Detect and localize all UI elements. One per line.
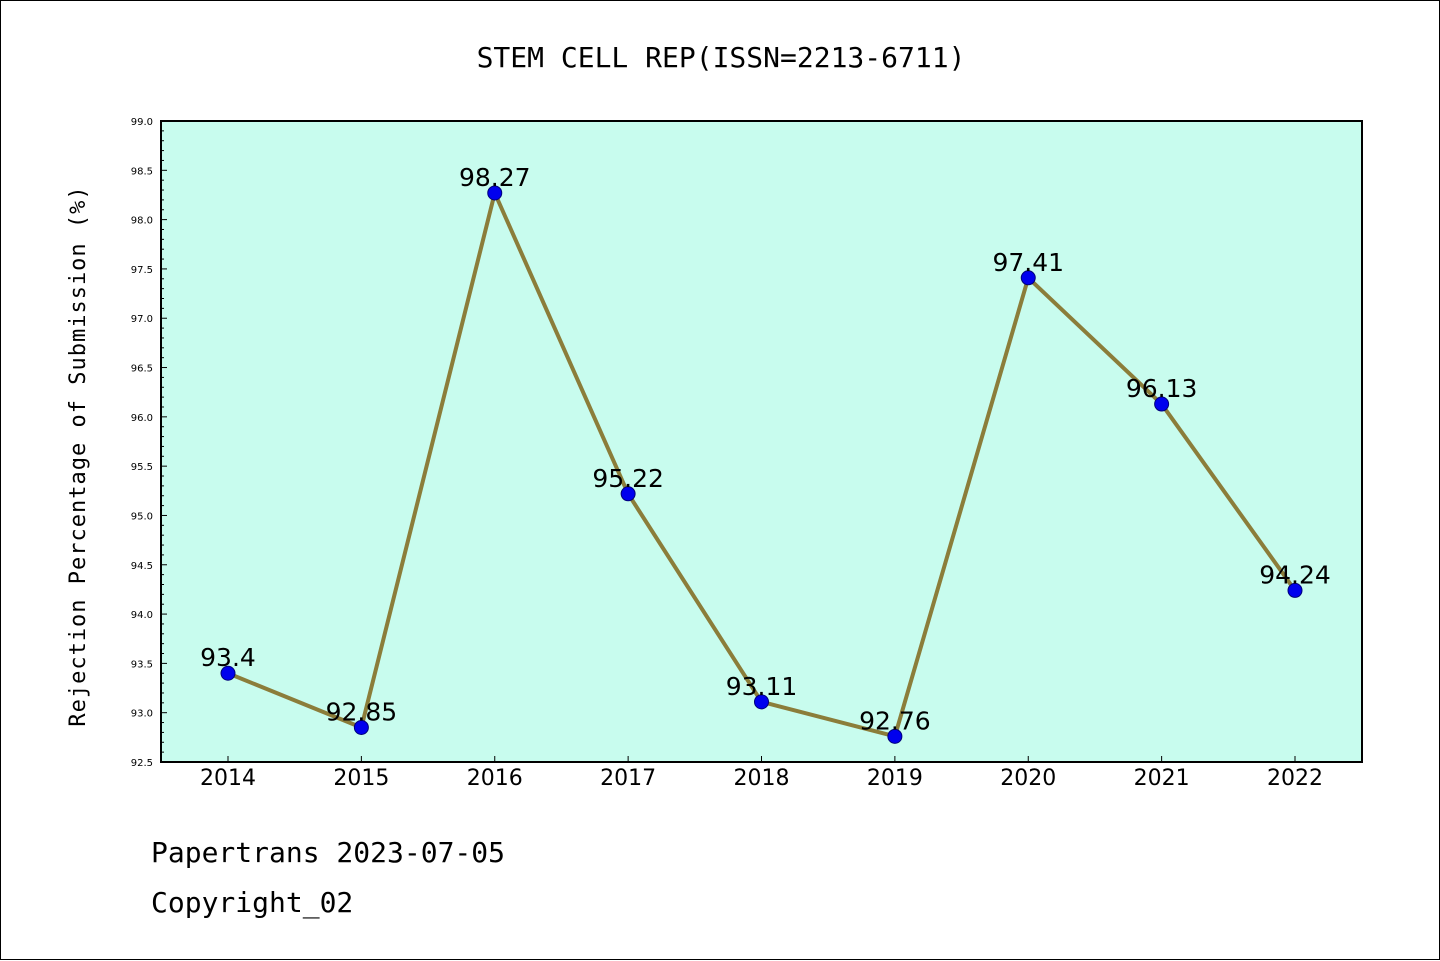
data-point bbox=[1154, 396, 1170, 412]
footer-copyright-text: Copyright_02 bbox=[151, 886, 354, 919]
x-tick-label: 2014 bbox=[200, 766, 256, 791]
y-tick-label: 97.0 bbox=[131, 314, 153, 325]
data-point bbox=[1020, 270, 1036, 286]
x-tick-label: 2020 bbox=[1000, 766, 1056, 791]
data-markers bbox=[220, 185, 1303, 744]
data-point bbox=[887, 728, 903, 744]
footer-date-text: Papertrans 2023-07-05 bbox=[151, 836, 506, 869]
y-tick-label: 98.5 bbox=[131, 166, 153, 177]
data-label: 93.4 bbox=[200, 643, 256, 672]
data-label: 92.76 bbox=[859, 706, 931, 735]
y-tick-label: 98.0 bbox=[131, 216, 153, 227]
data-point bbox=[620, 486, 636, 502]
y-tick-label: 92.5 bbox=[131, 758, 153, 769]
data-label: 98.27 bbox=[459, 163, 531, 192]
y-tick-label: 96.0 bbox=[131, 413, 153, 424]
x-tick-label: 2015 bbox=[333, 766, 389, 791]
plot-area bbox=[160, 120, 1363, 763]
y-tick-label: 94.5 bbox=[131, 561, 153, 572]
chart-title: STEM CELL REP(ISSN=2213-6711) bbox=[477, 41, 966, 74]
y-tick-label: 99.0 bbox=[131, 117, 153, 128]
x-tick-label: 2021 bbox=[1134, 766, 1190, 791]
y-axis-ticks: 92.5 93.0 93.5 94.0 94.5 95.0 95.5 96.0 96.5 97.0… bbox=[131, 117, 167, 769]
x-tick-label: 2018 bbox=[734, 766, 790, 791]
data-point bbox=[353, 719, 369, 735]
y-tick-label: 96.5 bbox=[131, 364, 153, 375]
data-label: 94.24 bbox=[1259, 560, 1331, 589]
x-tick-label: 2022 bbox=[1267, 766, 1323, 791]
data-point bbox=[754, 694, 769, 710]
data-labels: 93.4 92.85 98.27 95.22 93.11 92.76 97.41 96.13 9… bbox=[200, 163, 1331, 735]
y-axis-label: Rejection Percentage of Submission (%) bbox=[66, 185, 91, 726]
x-axis-ticks: 2014 2015 2016 2017 2018 2019 2020 2021 2022 bbox=[200, 756, 1323, 791]
y-tick-label: 95.5 bbox=[131, 462, 153, 473]
y-tick-label: 93.0 bbox=[131, 709, 153, 720]
y-tick-label: 97.5 bbox=[131, 265, 153, 276]
data-label: 92.85 bbox=[326, 697, 398, 726]
y-tick-label: 95.0 bbox=[131, 511, 153, 522]
data-label: 97.41 bbox=[992, 248, 1064, 277]
y-tick-label: 93.5 bbox=[131, 659, 153, 670]
data-point bbox=[1287, 582, 1303, 598]
x-tick-label: 2016 bbox=[467, 766, 523, 791]
data-point bbox=[220, 665, 236, 681]
y-tick-label: 94.0 bbox=[131, 610, 153, 621]
x-tick-label: 2017 bbox=[600, 766, 656, 791]
data-label: 96.13 bbox=[1126, 374, 1198, 403]
x-tick-label: 2019 bbox=[867, 766, 923, 791]
data-label: 93.11 bbox=[726, 672, 798, 701]
data-label: 95.22 bbox=[592, 464, 664, 493]
data-point bbox=[487, 185, 503, 201]
